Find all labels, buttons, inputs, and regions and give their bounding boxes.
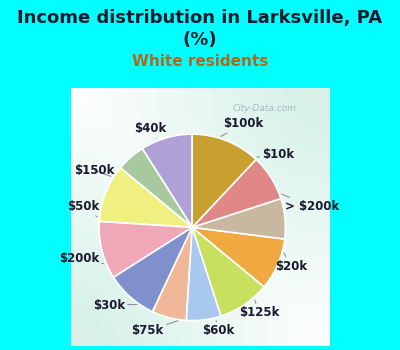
Text: $125k: $125k xyxy=(239,300,279,319)
Wedge shape xyxy=(192,198,286,239)
Text: $40k: $40k xyxy=(134,122,166,138)
Text: $20k: $20k xyxy=(275,253,307,273)
Wedge shape xyxy=(114,228,192,312)
Wedge shape xyxy=(99,222,192,277)
Text: > $200k: > $200k xyxy=(282,194,340,213)
Text: $150k: $150k xyxy=(74,164,114,177)
Text: White residents: White residents xyxy=(132,54,268,69)
Text: $10k: $10k xyxy=(257,148,294,161)
Wedge shape xyxy=(142,134,192,228)
Text: $60k: $60k xyxy=(202,320,235,337)
Wedge shape xyxy=(99,168,192,228)
Wedge shape xyxy=(192,159,281,228)
Wedge shape xyxy=(152,228,192,320)
Text: $30k: $30k xyxy=(93,299,137,312)
Text: City-Data.com: City-Data.com xyxy=(233,104,297,113)
Text: $100k: $100k xyxy=(221,117,264,136)
Wedge shape xyxy=(192,134,256,228)
Wedge shape xyxy=(192,228,264,316)
Text: $50k: $50k xyxy=(67,200,99,217)
Wedge shape xyxy=(120,149,192,228)
Text: $75k: $75k xyxy=(132,321,178,337)
Text: $200k: $200k xyxy=(59,252,104,265)
Text: Income distribution in Larksville, PA
(%): Income distribution in Larksville, PA (%… xyxy=(18,9,382,49)
Wedge shape xyxy=(186,228,221,321)
Wedge shape xyxy=(192,228,285,287)
